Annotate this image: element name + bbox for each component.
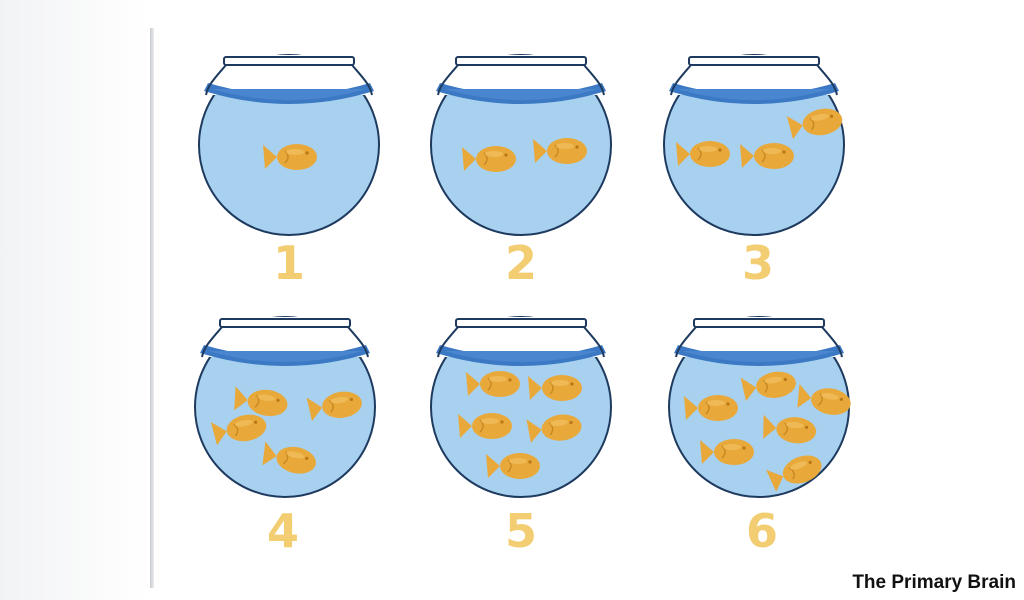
bowl-number-5: 5	[504, 504, 537, 558]
fishbowl-1	[194, 54, 384, 236]
bowl-number-1: 1	[272, 236, 305, 290]
fishbowl-icon	[198, 54, 380, 236]
bowl-number-4: 4	[266, 504, 299, 558]
fishbowl-2	[426, 54, 616, 236]
bowl-number-6: 6	[745, 504, 778, 558]
fishbowl-icon	[430, 54, 612, 236]
sheet-edge	[150, 28, 154, 588]
fishbowl-4	[190, 316, 380, 498]
fishbowl-icon	[668, 316, 850, 498]
credit-watermark: The Primary Brain	[852, 572, 1016, 593]
fishbowl-icon	[194, 316, 376, 498]
fishbowl-5	[426, 316, 616, 498]
fishbowl-6	[664, 316, 854, 498]
bowl-number-2: 2	[504, 236, 537, 290]
bowl-number-3: 3	[741, 236, 774, 290]
fishbowl-icon	[430, 316, 612, 498]
fishbowl-icon	[663, 54, 845, 236]
fishbowl-3	[659, 54, 849, 236]
